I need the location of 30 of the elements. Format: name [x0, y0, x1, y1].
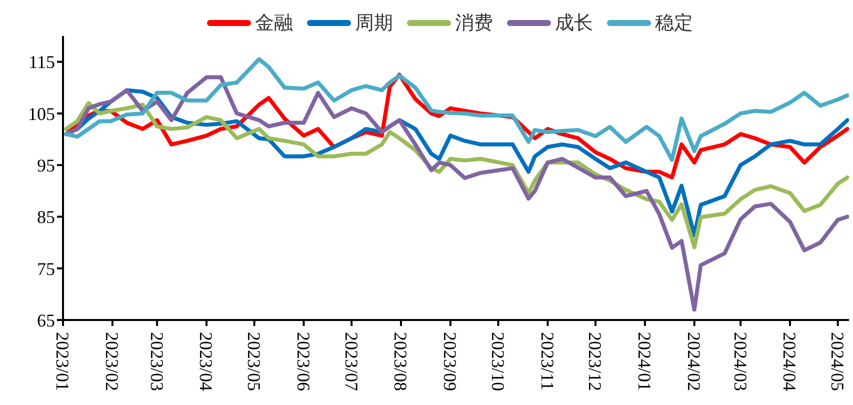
x-tick-label: 2023/04 — [196, 332, 216, 392]
legend-label: 稳定 — [655, 12, 693, 36]
legend-label: 周期 — [355, 12, 393, 36]
x-tick-label: 2023/09 — [440, 332, 460, 392]
x-tick-label: 2023/12 — [585, 332, 606, 392]
y-tick-label: 105 — [28, 104, 55, 124]
x-tick-label: 2024/05 — [828, 332, 848, 392]
x-tick-label: 2023/01 — [52, 332, 73, 392]
x-tick-label: 2023/03 — [146, 332, 167, 392]
y-tick-label: 85 — [37, 207, 55, 228]
x-tick-label: 2023/06 — [293, 332, 314, 392]
y-tick-label: 115 — [28, 52, 55, 72]
x-tick-label: 2023/11 — [537, 332, 558, 390]
x-tick-label: 2023/07 — [341, 332, 362, 392]
x-tick-label: 2023/02 — [102, 332, 122, 392]
x-tick-label: 2024/02 — [684, 332, 704, 392]
legend-label: 消费 — [455, 12, 493, 36]
y-tick-label: 65 — [37, 310, 55, 330]
y-tick-label: 95 — [37, 155, 55, 176]
x-tick-label: 2023/05 — [244, 332, 264, 392]
line-series — [64, 57, 849, 162]
x-tick-label: 2024/04 — [780, 332, 800, 392]
x-tick-label: 2023/10 — [488, 332, 508, 392]
legend-label: 金融 — [255, 12, 293, 36]
x-tick-label: 2023/08 — [390, 332, 411, 392]
x-tick-label: 2024/01 — [634, 332, 655, 392]
x-tick-label: 2024/03 — [730, 332, 750, 392]
y-tick-label: 75 — [37, 258, 55, 279]
line-series — [64, 75, 849, 312]
legend-label: 成长 — [555, 12, 593, 36]
